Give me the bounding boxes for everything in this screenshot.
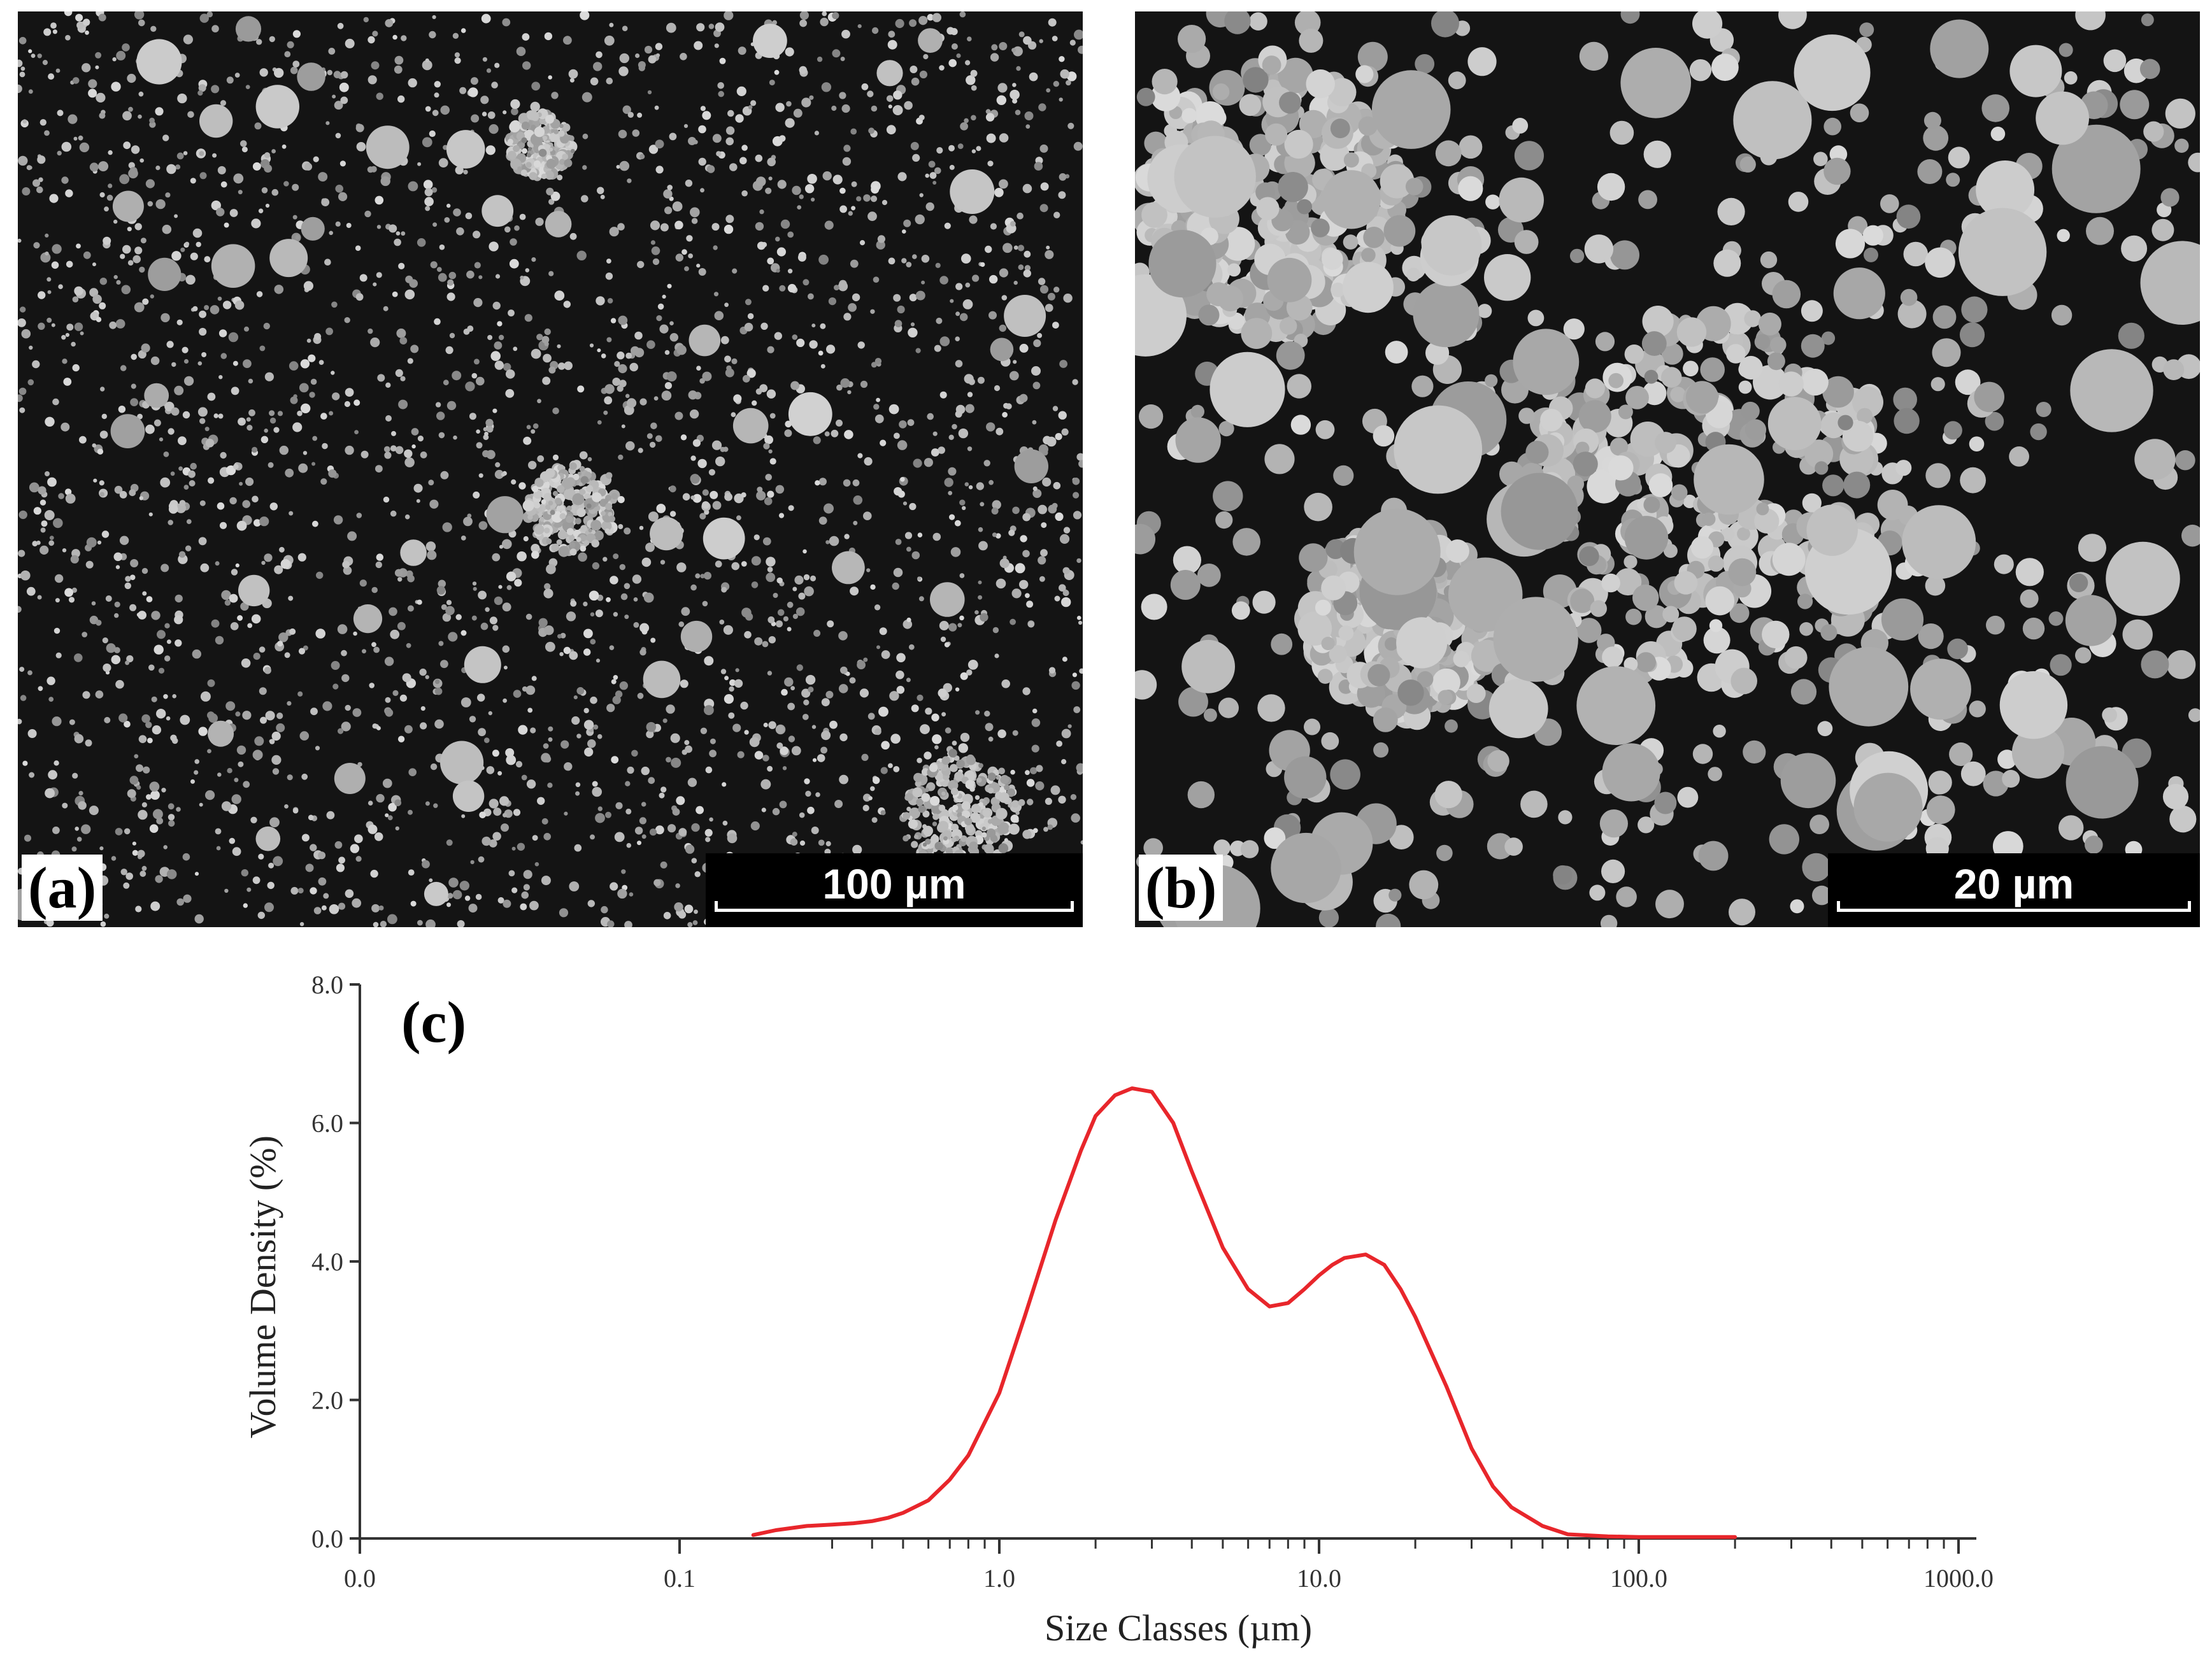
scale-bar-b-line [1837, 901, 2191, 912]
x-tick-label: 0.1 [664, 1564, 696, 1593]
x-tick-label: 10.0 [1297, 1564, 1341, 1593]
size-distribution-chart: (c) 0.0 2.0 4.0 6.0 8.0 0.0 0.1 1.0 10.0 100.0 10… [242, 970, 1994, 1649]
y-ticks: 0.0 2.0 4.0 6.0 8.0 [311, 970, 360, 1553]
sem-particles-b [1135, 11, 2200, 927]
scale-bar-b-label: 20 µm [1953, 860, 2074, 907]
x-tick-label: 100.0 [1610, 1564, 1667, 1593]
y-axis-title: Volume Density (%) [242, 1135, 283, 1438]
x-tick-label: 0.0 [344, 1564, 376, 1593]
x-tick-label: 1.0 [983, 1564, 1015, 1593]
panel-label-c: (c) [401, 990, 466, 1055]
panel-label-b: (b) [1139, 855, 1224, 921]
x-ticks: 0.0 0.1 1.0 10.0 100.0 1000.0 [344, 1538, 1994, 1593]
scale-bar-b: 20 µm [1828, 853, 2200, 927]
y-tick-label: 2.0 [311, 1386, 343, 1415]
scale-bar-a-line [715, 901, 1074, 912]
panel-label-a: (a) [22, 855, 103, 921]
scale-bar-a: 100 µm [706, 853, 1083, 927]
volume-density-line [751, 1086, 1737, 1539]
scale-bar-a-label: 100 µm [822, 860, 966, 907]
sem-particles-a [18, 11, 1083, 927]
sem-image-b: (b) 20 µm [1135, 11, 2200, 927]
sem-image-a: (a) 100 µm [18, 11, 1083, 927]
y-tick-label: 0.0 [311, 1524, 343, 1553]
y-tick-label: 8.0 [311, 970, 343, 999]
y-tick-label: 4.0 [311, 1247, 343, 1276]
chart-axes [359, 984, 1976, 1540]
y-tick-label: 6.0 [311, 1109, 343, 1138]
x-axis-title: Size Classes (µm) [1045, 1607, 1312, 1649]
x-tick-label: 1000.0 [1923, 1564, 1994, 1593]
